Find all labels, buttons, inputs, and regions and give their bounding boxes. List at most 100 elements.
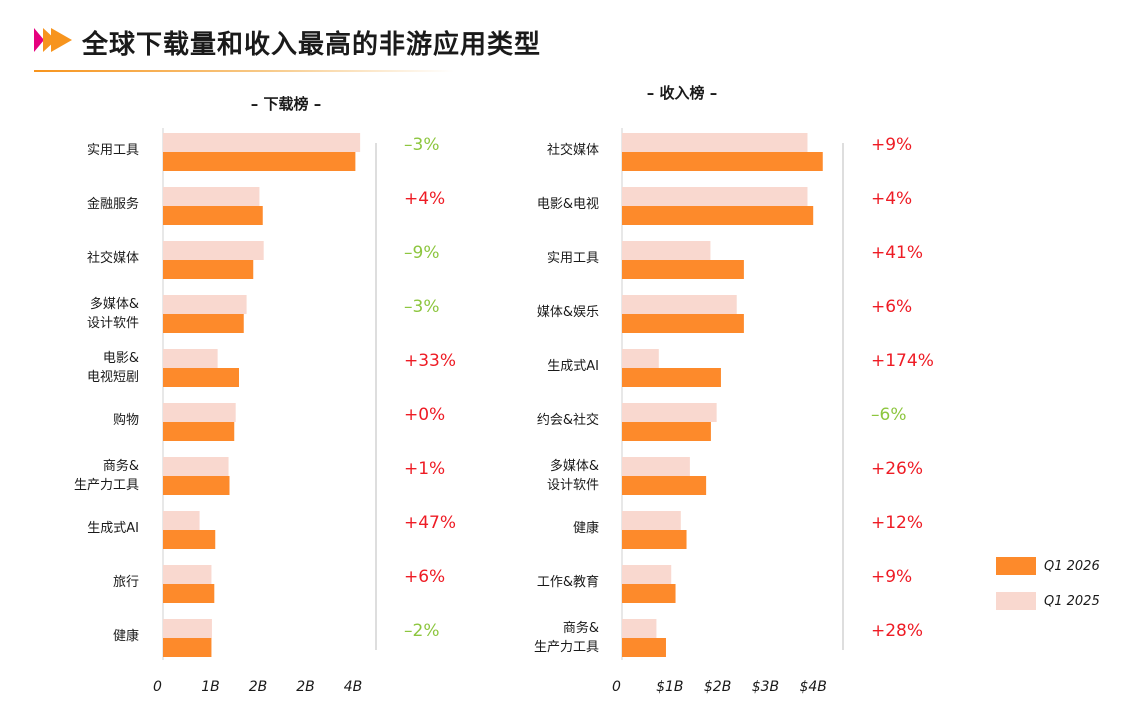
revenue-change-label: +9% [871,135,912,155]
revenue-bar-previous [622,565,672,584]
revenue-bar-previous [622,187,808,206]
page-title: 全球下载量和收入最高的非游应用类型 [82,30,542,60]
revenue-bar-current [622,422,711,441]
revenue-category-label: 多媒体&设计软件 [547,458,599,493]
revenue-bar-current [622,314,744,333]
revenue-change-label: +9% [871,567,912,587]
revenue-tick-label: $1B [656,679,683,695]
legend-swatch-current [996,557,1036,575]
downloads-category-label: 金融服务 [87,196,139,212]
revenue-category-label: 工作&教育 [537,574,599,590]
downloads-change-label: +6% [404,567,445,587]
downloads-bar-previous [163,511,200,530]
revenue-change-label: +12% [871,513,923,533]
downloads-change-label: +4% [404,189,445,209]
downloads-bar-current [163,530,216,549]
revenue-change-label: +174% [871,351,934,371]
revenue-category-label: 生成式AI [547,359,599,374]
revenue-bar-current [622,260,744,279]
downloads-bar-current [163,422,235,441]
downloads-bar-current [163,152,356,171]
revenue-bar-previous [622,403,717,422]
revenue-bar-current [622,206,814,225]
revenue-bar-current [622,152,823,171]
downloads-category-label: 多媒体&设计软件 [87,296,139,331]
revenue-change-label: +28% [871,621,923,641]
revenue-change-label: +26% [871,459,923,479]
downloads-bar-previous [163,241,264,260]
revenue-category-label: 约会&社交 [537,412,599,428]
revenue-bar-previous [622,241,711,260]
downloads-bar-previous [163,187,260,206]
downloads-bar-previous [163,133,361,152]
downloads-change-label: –3% [404,297,439,317]
downloads-category-label: 实用工具 [87,143,139,158]
legend-label-previous: Q1 2025 [1044,593,1100,609]
downloads-bar-current [163,638,212,657]
downloads-category-label: 社交媒体 [87,250,139,266]
downloads-change-label: +33% [404,351,456,371]
downloads-bar-current [163,206,263,225]
revenue-chart-title: – 收入榜 – [646,84,718,102]
downloads-category-label: 旅行 [113,575,139,590]
revenue-category-label: 媒体&娱乐 [537,305,599,320]
revenue-bar-previous [622,511,681,530]
downloads-tick-label: 0 [153,679,162,695]
downloads-change-label: +0% [404,405,445,425]
brand-logo-icon [34,28,72,52]
downloads-category-label: 生成式AI [87,521,139,536]
downloads-change-label: –2% [404,621,439,641]
revenue-change-label: +6% [871,297,912,317]
revenue-tick-label: $2B [704,679,731,695]
downloads-bar-previous [163,295,247,314]
revenue-change-label: +4% [871,189,912,209]
revenue-category-label: 社交媒体 [547,142,599,158]
downloads-bar-current [163,476,230,495]
revenue-category-label: 实用工具 [547,251,599,266]
revenue-tick-label: 0 [612,679,621,695]
downloads-tick-label: 4B [344,679,363,695]
downloads-bar-current [163,314,244,333]
downloads-change-label: +47% [404,513,456,533]
revenue-bar-current [622,638,666,657]
downloads-bar-current [163,584,215,603]
downloads-tick-label: 1B [201,679,220,695]
downloads-category-label: 健康 [113,628,139,644]
downloads-bar-previous [163,457,229,476]
title-divider [34,70,454,72]
downloads-category-label: 购物 [113,412,139,428]
revenue-category-label: 健康 [573,520,599,536]
downloads-tick-label: 2B [296,679,315,695]
legend-label-current: Q1 2026 [1044,558,1100,574]
revenue-bar-previous [622,295,737,314]
revenue-bar-current [622,368,721,387]
downloads-chart-title: – 下载榜 – [250,95,322,113]
revenue-tick-label: $4B [799,679,826,695]
downloads-change-label: +1% [404,459,445,479]
downloads-category-label: 电影&电视短剧 [87,351,139,385]
revenue-bar-previous [622,133,808,152]
downloads-bar-previous [163,619,212,638]
revenue-bar-previous [622,619,657,638]
downloads-bar-current [163,260,254,279]
legend-swatch-previous [996,592,1036,610]
downloads-bar-previous [163,565,212,584]
downloads-change-label: –9% [404,243,439,263]
legend: Q1 2026 Q1 2025 [996,556,1100,626]
revenue-bar-current [622,530,687,549]
downloads-bar-previous [163,349,218,368]
revenue-bar-previous [622,457,690,476]
revenue-change-label: –6% [871,405,906,425]
revenue-bar-previous [622,349,659,368]
revenue-bar-current [622,584,676,603]
downloads-bar-current [163,368,239,387]
revenue-change-label: +41% [871,243,923,263]
downloads-bar-previous [163,403,236,422]
revenue-tick-label: $3B [752,679,779,695]
legend-item-current: Q1 2026 [996,556,1100,576]
downloads-category-label: 商务&生产力工具 [74,458,139,493]
downloads-change-label: –3% [404,135,439,155]
downloads-tick-label: 2B [249,679,268,695]
revenue-category-label: 电影&电视 [537,197,599,212]
